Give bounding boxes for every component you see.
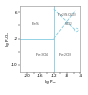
X-axis label: lg Pₛ₂: lg Pₛ₂ xyxy=(45,80,56,84)
Text: Fe$_2$(SO$_4$)$_3$: Fe$_2$(SO$_4$)$_3$ xyxy=(57,12,77,19)
Text: SO$_2$: SO$_2$ xyxy=(64,20,73,28)
Text: Fe$_2$O$_3$: Fe$_2$O$_3$ xyxy=(58,51,73,59)
Text: Fe$_3$O$_4$: Fe$_3$O$_4$ xyxy=(35,51,49,59)
Text: FeS: FeS xyxy=(32,22,39,26)
Y-axis label: lg PₛO₂: lg PₛO₂ xyxy=(6,32,10,46)
